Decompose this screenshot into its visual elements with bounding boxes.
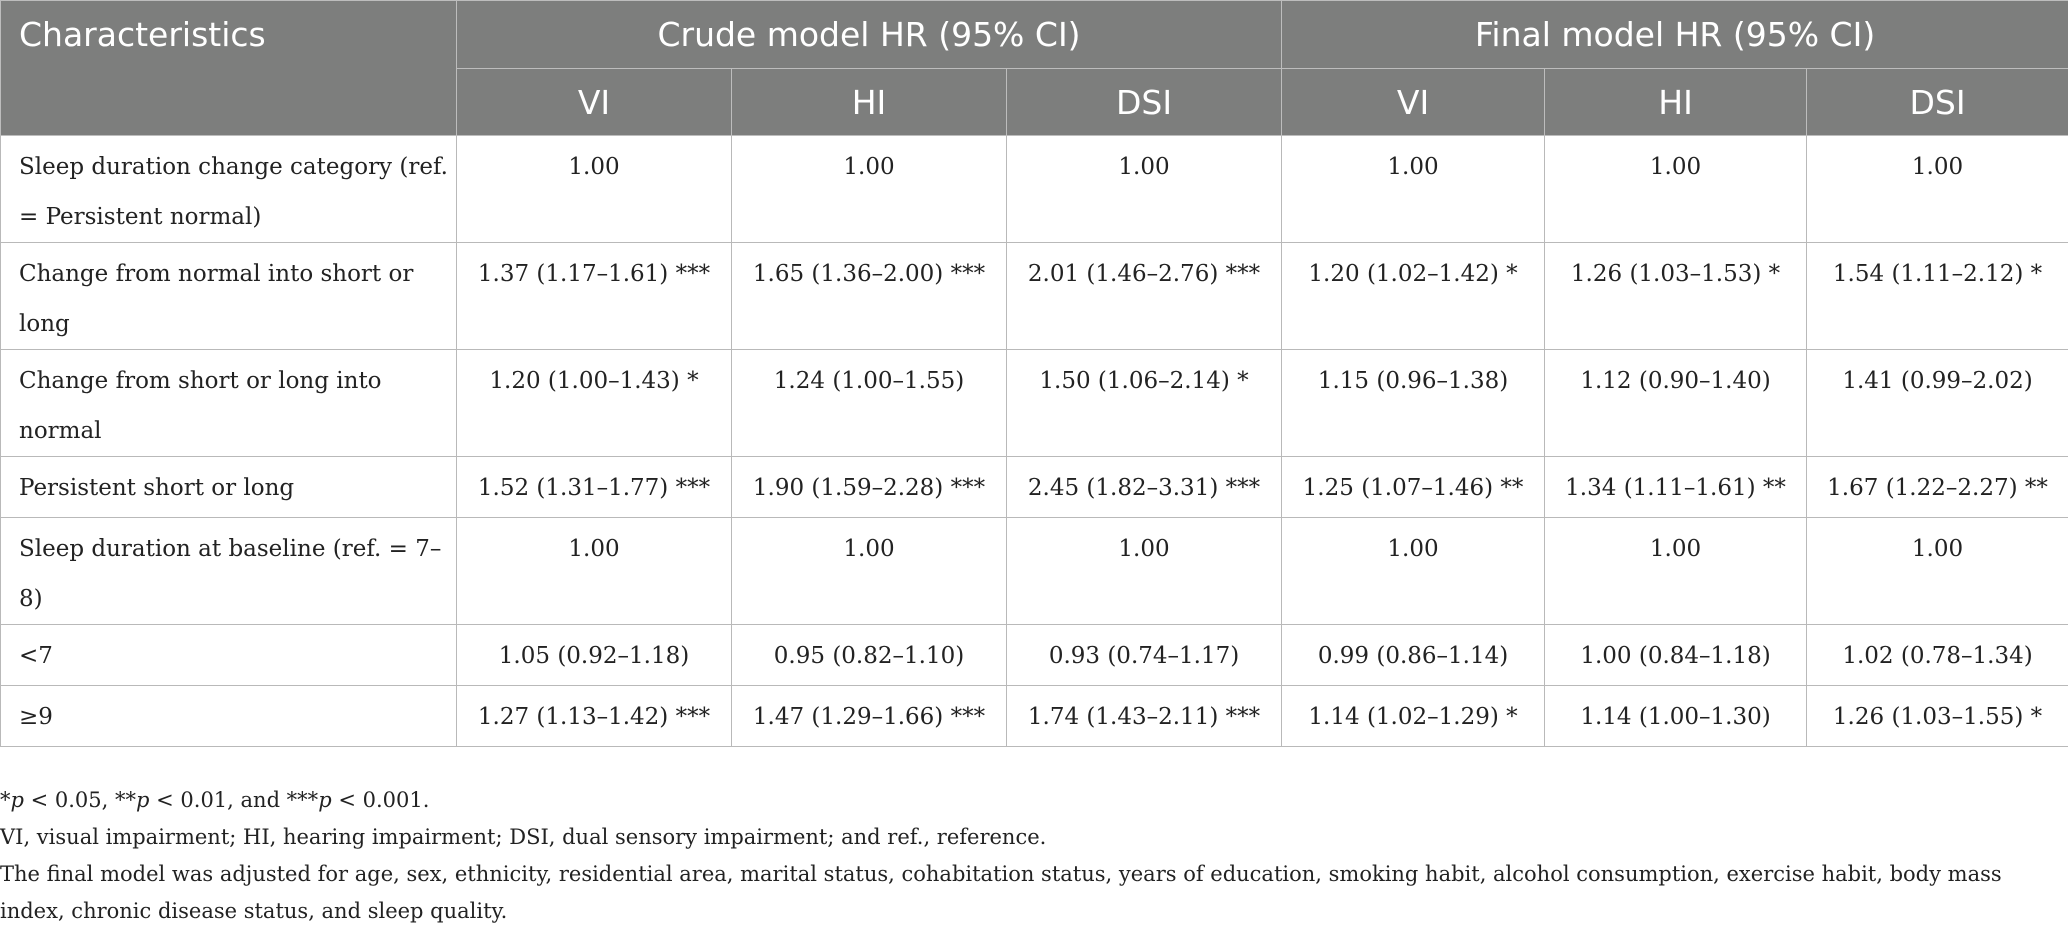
header-crude-hi: HI: [731, 68, 1007, 136]
table-cell: 1.00: [456, 135, 732, 243]
header-crude-vi: VI: [456, 68, 732, 136]
table-cell: 1.00: [1544, 517, 1808, 625]
table-cell: 1.65 (1.36–2.00) ***: [731, 242, 1007, 350]
header-final-dsi: DSI: [1806, 68, 2068, 136]
row-label: Persistent short or long: [0, 456, 457, 518]
table-row: Sleep duration at baseline (ref. = 7–8) …: [0, 517, 2068, 625]
table-cell: 1.54 (1.11–2.12) *: [1806, 242, 2068, 350]
table-cell: 1.20 (1.02–1.42) *: [1281, 242, 1546, 350]
table-cell: 1.41 (0.99–2.02): [1806, 349, 2068, 457]
table-cell: 1.37 (1.17–1.61) ***: [456, 242, 732, 350]
table-cell: 2.01 (1.46–2.76) ***: [1005, 242, 1283, 350]
table-footnotes: *p < 0.05, **p < 0.01, and ***p < 0.001.…: [0, 782, 2060, 930]
table-row: Sleep duration change category (ref. = P…: [0, 135, 2068, 243]
sig-star: *: [0, 788, 11, 812]
header-final-hi: HI: [1544, 68, 1808, 136]
table-cell: 1.00: [731, 135, 1007, 243]
header-final-model: Final model HR (95% CI): [1281, 0, 2068, 69]
table-cell: 1.52 (1.31–1.77) ***: [456, 456, 732, 518]
table-cell: 1.00: [1806, 517, 2068, 625]
table-cell: 1.00: [1806, 135, 2068, 243]
table-cell: 1.15 (0.96–1.38): [1281, 349, 1546, 457]
row-label: Change from normal into short or long: [0, 242, 457, 350]
abbreviation-note: VI, visual impairment; HI, hearing impai…: [0, 825, 1047, 849]
table-cell: 1.24 (1.00–1.55): [731, 349, 1007, 457]
table-cell: 1.50 (1.06–2.14) *: [1005, 349, 1283, 457]
table-row: Change from normal into short or long 1.…: [0, 242, 2068, 350]
table-cell: 1.14 (1.00–1.30): [1544, 685, 1808, 747]
table-cell: 1.00: [1281, 135, 1546, 243]
table-row: <7 1.05 (0.92–1.18) 0.95 (0.82–1.10) 0.9…: [0, 624, 2068, 686]
table-cell: 1.27 (1.13–1.42) ***: [456, 685, 732, 747]
header-characteristics: Characteristics: [0, 0, 457, 136]
p-symbol: p: [136, 788, 150, 812]
table-cell: 1.90 (1.59–2.28) ***: [731, 456, 1007, 518]
table-cell: 0.93 (0.74–1.17): [1005, 624, 1283, 686]
table-row: Change from short or long into normal 1.…: [0, 349, 2068, 457]
table-cell: 1.00: [1005, 517, 1283, 625]
significance-note: *p < 0.05, **p < 0.01, and ***p < 0.001.: [0, 782, 2060, 819]
table-body: Sleep duration change category (ref. = P…: [0, 135, 2068, 747]
table-cell: 1.00: [1005, 135, 1283, 243]
sig-text: < 0.001.: [331, 788, 430, 812]
table-cell: 1.14 (1.02–1.29) *: [1281, 685, 1546, 747]
table-cell: 1.00: [1281, 517, 1546, 625]
sig-text: < 0.01, and ***: [149, 788, 319, 812]
header-row-groups: Characteristics Crude model HR (95% CI) …: [0, 0, 2068, 136]
table-cell: 0.99 (0.86–1.14): [1281, 624, 1546, 686]
table-cell: 1.05 (0.92–1.18): [456, 624, 732, 686]
header-row-subgroups: VI HI DSI VI HI DSI: [1, 68, 2068, 136]
table-cell: 1.00: [1544, 135, 1808, 243]
row-label: <7: [0, 624, 457, 686]
table-cell: 1.00 (0.84–1.18): [1544, 624, 1808, 686]
adjustment-note: The final model was adjusted for age, se…: [0, 862, 2002, 923]
row-label: Change from short or long into normal: [0, 349, 457, 457]
table-cell: 1.26 (1.03–1.55) *: [1806, 685, 2068, 747]
results-table-wrapper: Characteristics Crude model HR (95% CI) …: [0, 0, 2068, 747]
table-cell: 1.00: [456, 517, 732, 625]
header-final-vi: VI: [1281, 68, 1546, 136]
row-label: Sleep duration at baseline (ref. = 7–8): [0, 517, 457, 625]
row-label: ≥9: [0, 685, 457, 747]
header-crude-model: Crude model HR (95% CI): [455, 0, 1283, 69]
table-cell: 1.26 (1.03–1.53) *: [1544, 242, 1808, 350]
row-label: Sleep duration change category (ref. = P…: [0, 135, 457, 243]
table-cell: 1.47 (1.29–1.66) ***: [731, 685, 1007, 747]
sig-text: < 0.05, **: [23, 788, 137, 812]
header-crude-dsi: DSI: [1005, 68, 1283, 136]
table-cell: 1.74 (1.43–2.11) ***: [1005, 685, 1283, 747]
table-cell: 1.02 (0.78–1.34): [1806, 624, 2068, 686]
table-cell: 1.12 (0.90–1.40): [1544, 349, 1808, 457]
table-header: Characteristics Crude model HR (95% CI) …: [0, 0, 2068, 136]
table-cell: 1.34 (1.11–1.61) **: [1544, 456, 1808, 518]
table-cell: 1.20 (1.00–1.43) *: [456, 349, 732, 457]
p-symbol: p: [318, 788, 332, 812]
table-cell: 0.95 (0.82–1.10): [731, 624, 1007, 686]
table-cell: 2.45 (1.82–3.31) ***: [1005, 456, 1283, 518]
table-cell: 1.00: [731, 517, 1007, 625]
table-cell: 1.25 (1.07–1.46) **: [1281, 456, 1546, 518]
table-row: ≥9 1.27 (1.13–1.42) *** 1.47 (1.29–1.66)…: [0, 685, 2068, 747]
p-symbol: p: [10, 788, 24, 812]
hazard-ratio-table: Characteristics Crude model HR (95% CI) …: [0, 0, 2068, 747]
table-row: Persistent short or long 1.52 (1.31–1.77…: [0, 456, 2068, 518]
table-cell: 1.67 (1.22–2.27) **: [1806, 456, 2068, 518]
